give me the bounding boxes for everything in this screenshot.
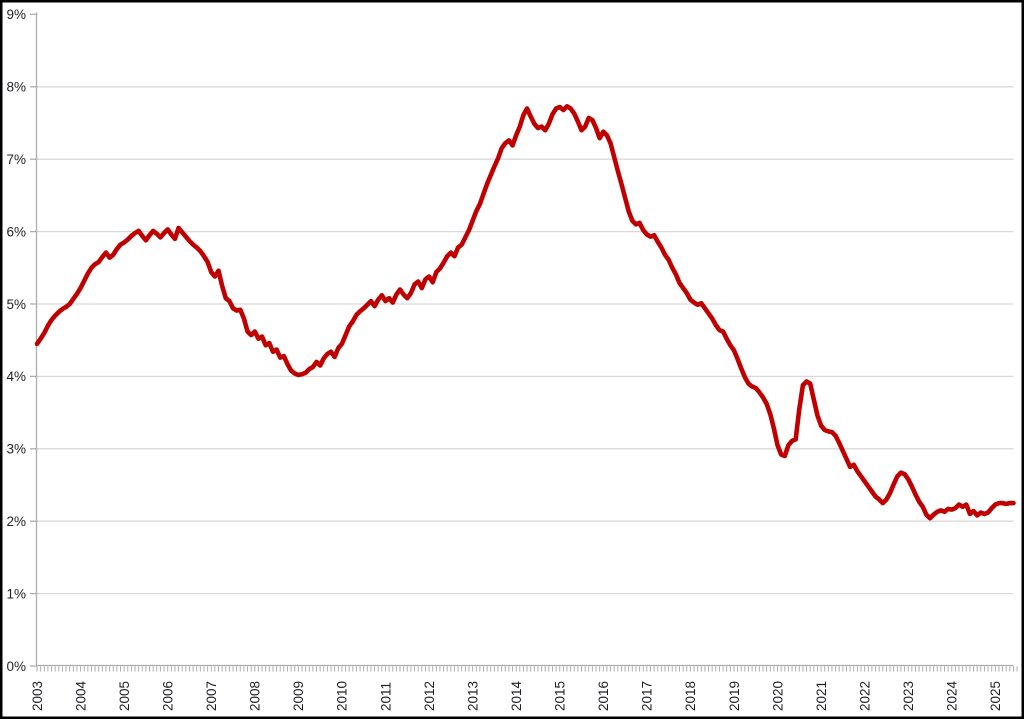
x-axis-label-2018: 2018 <box>683 681 698 711</box>
y-axis-label-1%: 1% <box>6 586 26 601</box>
y-axis-label-6%: 6% <box>6 224 26 239</box>
x-axis-label-2008: 2008 <box>248 681 263 711</box>
x-axis-label-2020: 2020 <box>770 681 785 711</box>
x-axis-label-2003: 2003 <box>30 681 45 711</box>
x-axis-label-2009: 2009 <box>291 681 306 711</box>
x-axis-label-2004: 2004 <box>73 680 88 711</box>
x-axis-label-2011: 2011 <box>378 682 393 711</box>
data-line-percentage-series <box>34 104 1016 521</box>
y-axis-label-5%: 5% <box>6 297 26 312</box>
x-axis-label-2023: 2023 <box>901 681 916 711</box>
x-axis-label-2025: 2025 <box>988 681 1003 711</box>
x-axis-label-2012: 2012 <box>422 681 437 711</box>
y-axis-label-2%: 2% <box>6 514 26 529</box>
x-axis-label-2014: 2014 <box>509 680 524 711</box>
y-axis-label-4%: 4% <box>6 369 26 384</box>
y-axis-label-9%: 9% <box>6 7 26 22</box>
x-axis-label-2013: 2013 <box>465 681 480 711</box>
x-axis-label-2022: 2022 <box>857 681 872 711</box>
x-axis-label-2021: 2021 <box>814 681 829 711</box>
x-axis-label-2006: 2006 <box>160 681 175 711</box>
x-axis-label-2019: 2019 <box>727 681 742 711</box>
x-axis-label-2015: 2015 <box>553 681 568 711</box>
x-axis-label-2007: 2007 <box>204 681 219 711</box>
y-axis-label-0%: 0% <box>6 659 26 674</box>
y-axis-label-7%: 7% <box>6 152 26 167</box>
x-axis-label-2010: 2010 <box>335 681 350 711</box>
y-axis-label-3%: 3% <box>6 442 26 457</box>
x-axis-label-2016: 2016 <box>596 681 611 711</box>
x-axis-label-2017: 2017 <box>640 681 655 711</box>
x-axis-label-2024: 2024 <box>945 680 960 711</box>
x-axis-label-2005: 2005 <box>117 681 132 711</box>
y-axis-label-8%: 8% <box>6 80 26 95</box>
